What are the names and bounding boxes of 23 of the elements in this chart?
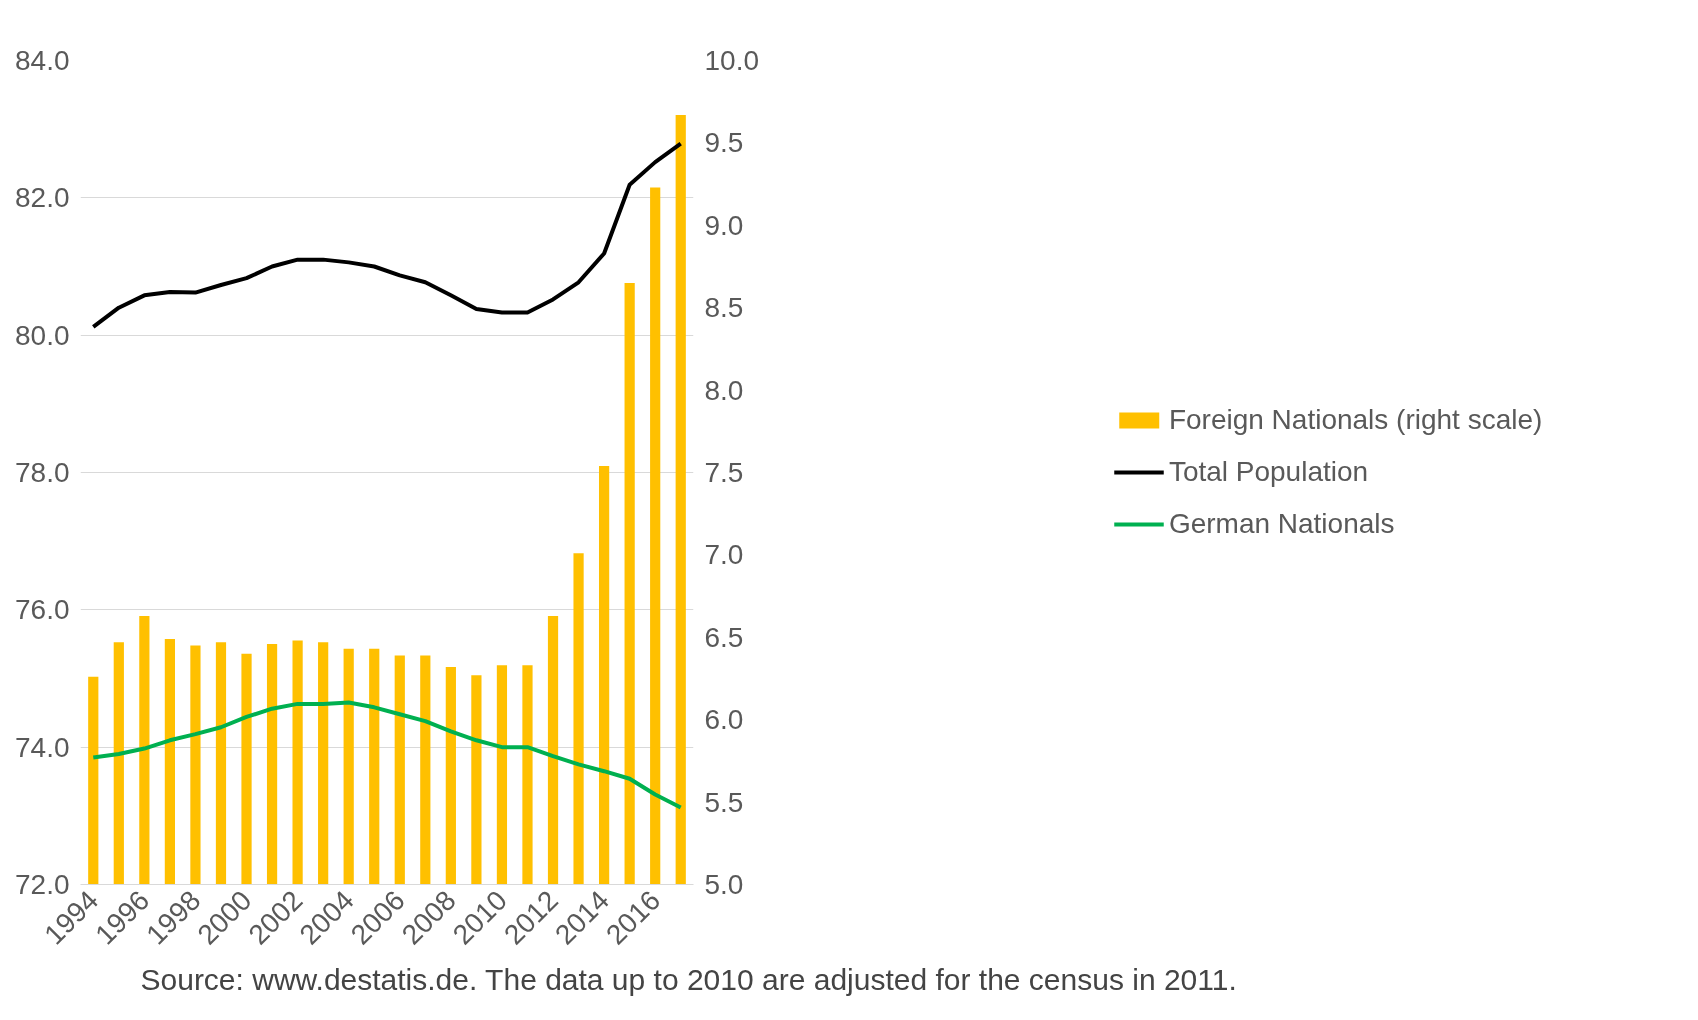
- y2-tick-label: 5.5: [704, 786, 744, 818]
- y2-tick-label: 6.5: [704, 621, 744, 653]
- y2-tick-label: 5.0: [704, 869, 744, 900]
- y-tick-label: 76.0: [15, 594, 70, 626]
- y2-tick-label: 9.0: [704, 209, 744, 241]
- y2-tick-label: 7.5: [704, 457, 744, 488]
- legend-label: German Nationals: [1168, 508, 1395, 540]
- y2-tick-label: 6.0: [704, 704, 744, 736]
- y-tick-label: 78.0: [15, 457, 70, 488]
- line-series: [91, 141, 683, 329]
- y2-tick-label: 9.5: [704, 127, 744, 159]
- y-tick-label: 74.0: [15, 731, 70, 763]
- y2-tick-label: 7.0: [704, 539, 744, 571]
- y-tick-label: 82.0: [15, 182, 70, 214]
- legend-label: Foreign Nationals (right scale): [1168, 404, 1543, 436]
- y2-tick-label: 8.0: [704, 374, 744, 406]
- line-series: [91, 700, 683, 810]
- y-tick-label: 84.0: [15, 45, 70, 76]
- y2-tick-label: 10.0: [704, 45, 759, 76]
- y2-tick-label: 8.5: [704, 292, 744, 324]
- source-note: Source: www.destatis.de. The data up to 2010 are adjusted for the census in 2011.: [140, 962, 1237, 996]
- legend-label: Total Population: [1168, 456, 1369, 488]
- y-tick-label: 80.0: [15, 319, 70, 351]
